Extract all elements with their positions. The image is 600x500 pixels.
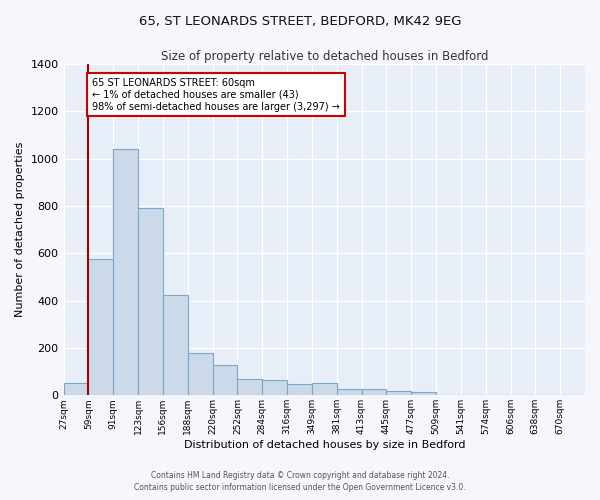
Text: 65 ST LEONARDS STREET: 60sqm
← 1% of detached houses are smaller (43)
98% of sem: 65 ST LEONARDS STREET: 60sqm ← 1% of det… xyxy=(92,78,340,112)
Bar xyxy=(287,384,312,396)
Y-axis label: Number of detached properties: Number of detached properties xyxy=(15,142,25,318)
Text: 65, ST LEONARDS STREET, BEDFORD, MK42 9EG: 65, ST LEONARDS STREET, BEDFORD, MK42 9E… xyxy=(139,15,461,28)
Bar xyxy=(337,389,362,396)
Bar xyxy=(212,364,238,396)
Bar xyxy=(138,208,163,396)
Bar xyxy=(188,352,212,396)
X-axis label: Distribution of detached houses by size in Bedford: Distribution of detached houses by size … xyxy=(184,440,465,450)
Text: Contains HM Land Registry data © Crown copyright and database right 2024.
Contai: Contains HM Land Registry data © Crown c… xyxy=(134,471,466,492)
Bar xyxy=(411,392,436,396)
Bar xyxy=(64,384,88,396)
Bar xyxy=(88,260,113,396)
Bar xyxy=(386,391,411,396)
Bar xyxy=(113,150,138,396)
Bar xyxy=(262,380,287,396)
Bar xyxy=(163,295,188,396)
Bar xyxy=(238,378,262,396)
Bar xyxy=(362,390,386,396)
Title: Size of property relative to detached houses in Bedford: Size of property relative to detached ho… xyxy=(161,50,488,63)
Bar xyxy=(312,384,337,396)
